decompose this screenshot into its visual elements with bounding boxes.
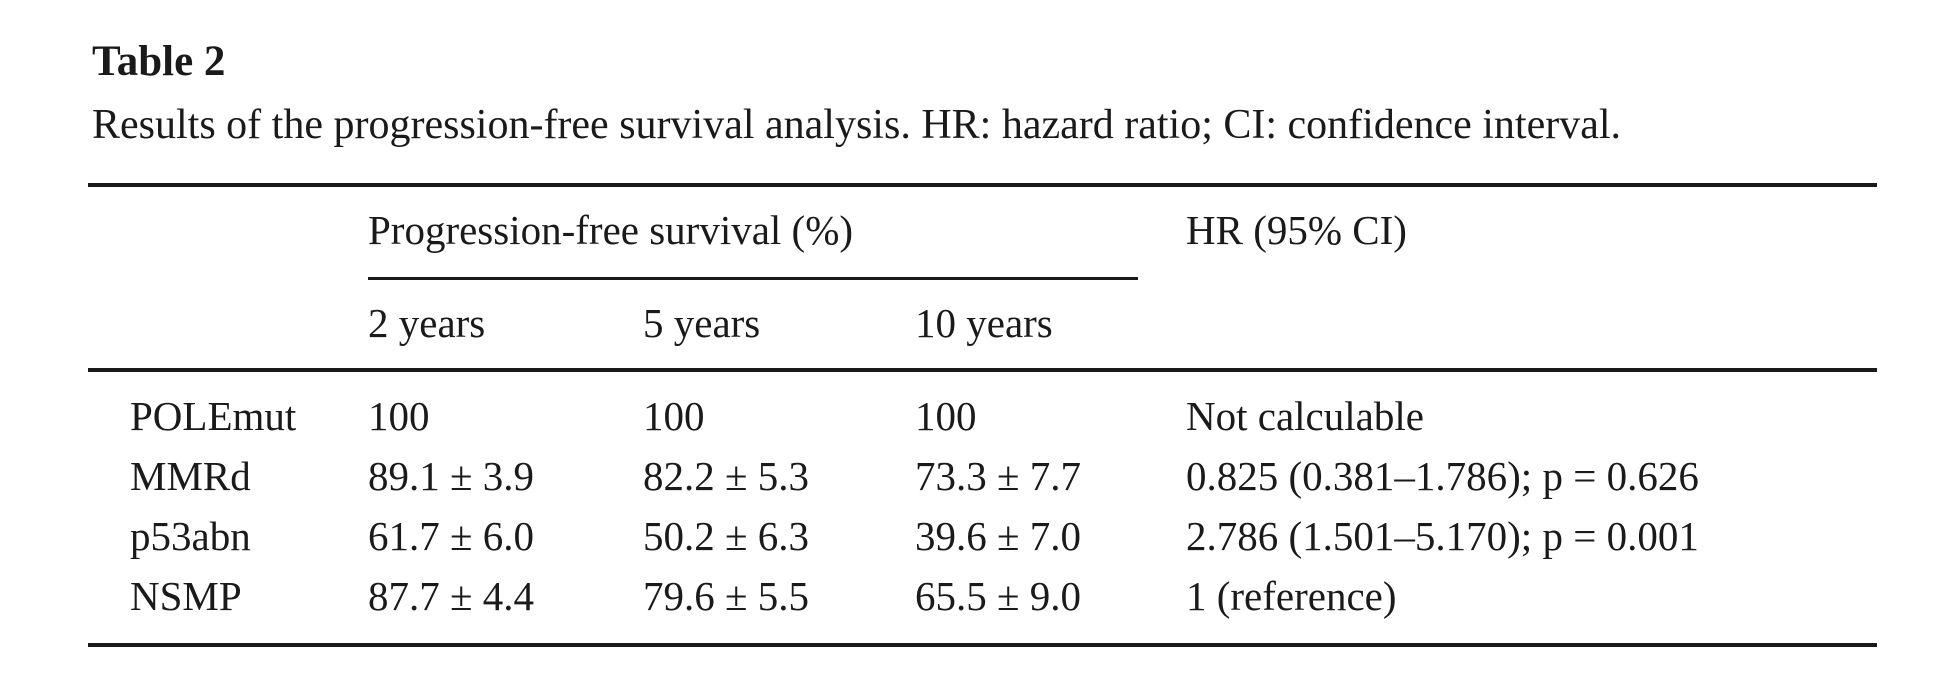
- hr-value: 0.825 (0.381–1.786); p = 0.626: [1186, 452, 1699, 499]
- column-group-header-pfs: Progression-free survival (%): [368, 207, 854, 253]
- pfs-5y-value: 100: [643, 392, 705, 439]
- row-label: NSMP: [130, 572, 242, 619]
- table-title: Table 2: [92, 38, 226, 85]
- pfs-10y-value: 65.5 ± 9.0: [915, 572, 1082, 619]
- table-row-nsmp: NSMP 87.7 ± 4.4 79.6 ± 5.5 65.5 ± 9.0 1 …: [88, 566, 1877, 626]
- table-top-rule: [88, 183, 1877, 187]
- pfs-2y-value: 100: [368, 392, 430, 439]
- column-group-spanner-rule: [368, 277, 1138, 280]
- pfs-2y-value: 87.7 ± 4.4: [368, 572, 535, 619]
- pfs-10y-value: 100: [915, 392, 977, 439]
- pfs-5y-value: 82.2 ± 5.3: [643, 452, 810, 499]
- column-header-2-years: 2 years: [368, 300, 486, 346]
- table-row-polemut: POLEmut 100 100 100 Not calculable: [88, 386, 1877, 446]
- pfs-10y-value: 73.3 ± 7.7: [915, 452, 1082, 499]
- pfs-2y-value: 61.7 ± 6.0: [368, 512, 535, 559]
- row-label: POLEmut: [130, 392, 297, 439]
- pfs-2y-value: 89.1 ± 3.9: [368, 452, 535, 499]
- table-body: POLEmut 100 100 100 Not calculable MMRd …: [88, 386, 1877, 626]
- row-label: p53abn: [130, 512, 251, 559]
- table-mid-rule: [88, 368, 1877, 372]
- row-label: MMRd: [130, 452, 251, 499]
- table-bottom-rule: [88, 643, 1877, 647]
- table-caption: Results of the progression-free survival…: [92, 102, 1622, 148]
- column-header-5-years: 5 years: [643, 300, 761, 346]
- column-header-10-years: 10 years: [915, 300, 1053, 346]
- table-row-p53abn: p53abn 61.7 ± 6.0 50.2 ± 6.3 39.6 ± 7.0 …: [88, 506, 1877, 566]
- hr-value: Not calculable: [1186, 392, 1424, 439]
- pfs-5y-value: 79.6 ± 5.5: [643, 572, 810, 619]
- pfs-5y-value: 50.2 ± 6.3: [643, 512, 810, 559]
- column-header-hr: HR (95% CI): [1186, 207, 1407, 253]
- pfs-10y-value: 39.6 ± 7.0: [915, 512, 1082, 559]
- table-row-mmrd: MMRd 89.1 ± 3.9 82.2 ± 5.3 73.3 ± 7.7 0.…: [88, 446, 1877, 506]
- hr-value: 1 (reference): [1186, 572, 1397, 619]
- hr-value: 2.786 (1.501–5.170); p = 0.001: [1186, 512, 1699, 559]
